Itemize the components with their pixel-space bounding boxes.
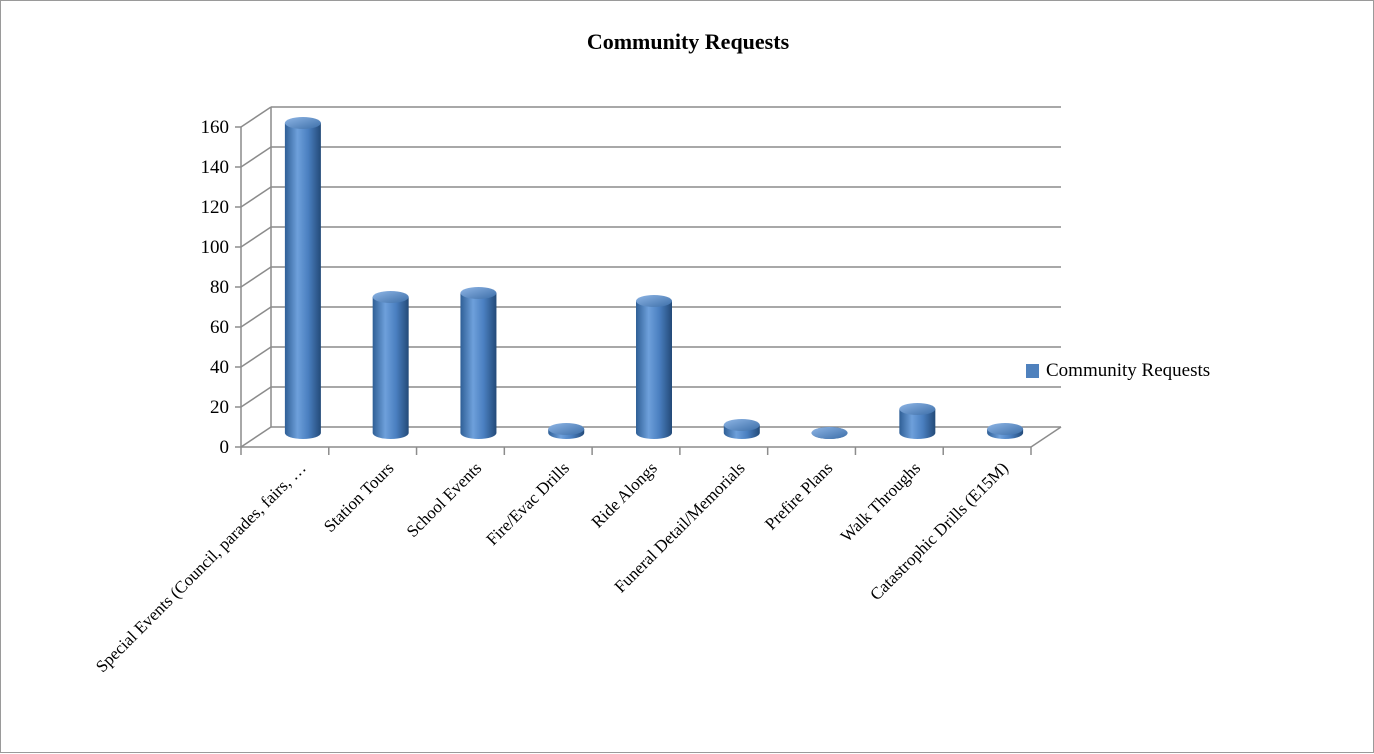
y-tick-label: 120 [201,197,230,218]
bar-top [548,423,585,435]
y-tick-label: 0 [220,437,230,458]
bar-top [987,423,1024,435]
y-tick-label: 60 [210,317,229,338]
gridline-side [240,146,272,168]
bar-body [372,297,409,439]
chart-title: Community Requests [587,29,790,54]
bar-top [899,403,936,415]
bar [372,291,409,439]
y-tick-label: 100 [201,237,230,258]
y-tick-label: 80 [210,277,229,298]
bar-body [284,123,321,439]
y-tick-label: 20 [210,397,229,418]
gridline-side [240,306,272,328]
bar-top [460,287,497,299]
bar [811,427,848,439]
bar [460,287,497,439]
legend: Community Requests [1026,360,1210,381]
x-category-label: Special Events (Council, parades, fairs,… [92,458,310,676]
x-category-label: Walk Throughs [837,458,924,545]
gridline-side [240,106,272,128]
y-tick-label: 40 [210,357,229,378]
bar [723,419,760,439]
x-category-label: Station Tours [320,458,397,535]
floor-right-edge [1030,426,1062,448]
bar-top [636,295,672,307]
gridline-side [240,266,272,288]
x-category-label: Prefire Plans [761,458,836,533]
bar [284,117,321,439]
bar [548,423,585,439]
x-category-label: Ride Alongs [588,458,661,531]
x-category-label: School Events [403,458,486,541]
y-tick-label: 160 [201,117,230,138]
bar-top [723,419,760,431]
axes [235,107,1062,455]
bars [284,117,1024,439]
gridline-side [240,426,272,448]
bar [899,403,936,439]
y-axis-tick-labels: 0 20 40 60 80 100 120 140 160 [201,117,230,458]
bar-top [372,291,409,303]
gridline-side [240,186,272,208]
x-category-label: Fire/Evac Drills [482,458,573,549]
y-tick-label: 140 [201,157,230,178]
legend-swatch [1026,364,1039,378]
bar-body [636,301,672,439]
bar-top [284,117,321,129]
gridline-side [240,386,272,408]
x-axis-category-labels: Special Events (Council, parades, fairs,… [92,458,1012,676]
bar [636,295,672,439]
bar [987,423,1024,439]
legend-label: Community Requests [1046,360,1210,381]
gridline-side [240,226,272,248]
bar-body [899,409,936,439]
gridline-side [240,346,272,368]
bar-body [460,293,497,439]
bar-top [811,427,848,439]
